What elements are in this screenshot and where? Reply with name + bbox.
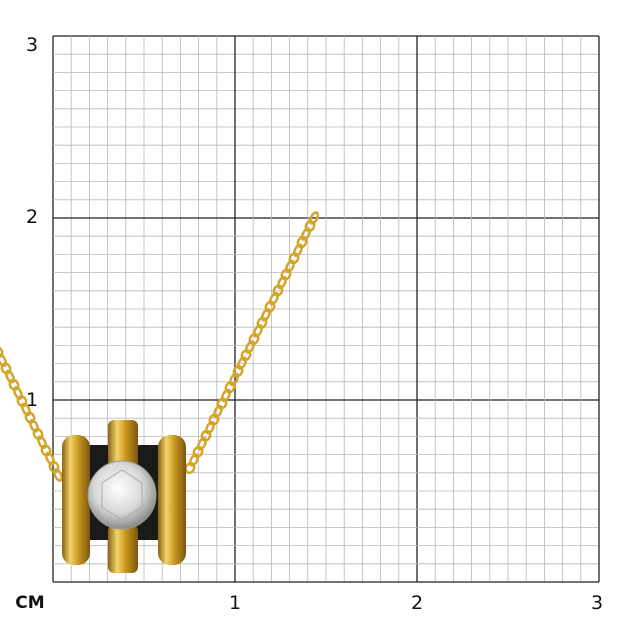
chain-link (196, 437, 208, 451)
pendant-bottom-bar (108, 525, 138, 573)
pendant-top-bar (108, 420, 138, 468)
chain-link (240, 349, 252, 362)
chain-link (292, 243, 304, 258)
y-tick-2: 2 (25, 206, 39, 228)
chain-link (40, 444, 52, 457)
chain-link (36, 435, 48, 450)
chain-right (184, 211, 320, 475)
chain-link (248, 332, 260, 346)
y-tick-1: 1 (25, 389, 39, 411)
chain-link (0, 362, 12, 375)
chain-link (272, 284, 284, 297)
diamond-stone (87, 460, 157, 530)
chain-link (284, 259, 296, 274)
chain-link (24, 411, 36, 424)
chain-link (244, 340, 256, 354)
chain-link (12, 386, 24, 400)
chain-link (200, 429, 212, 442)
chain-link (232, 365, 244, 378)
chain-link (188, 453, 200, 467)
chain-link (32, 427, 44, 441)
chain-link (308, 211, 320, 225)
unit-label: CM (15, 593, 45, 613)
chain-link (208, 413, 220, 426)
pendant-left-ring (62, 435, 90, 565)
chain-link (8, 378, 20, 391)
chain-link (280, 268, 292, 281)
chain-link (276, 275, 288, 290)
chain-link (44, 451, 56, 466)
chain-link (0, 353, 8, 368)
chain-link (256, 316, 268, 329)
chain-link (184, 461, 196, 475)
pendant (62, 420, 186, 573)
chain-link (252, 324, 264, 338)
chain-link (216, 397, 228, 410)
chain-link (288, 252, 300, 265)
chain-link (220, 388, 232, 403)
y-tick-3: 3 (25, 34, 39, 56)
chain-link (236, 356, 248, 370)
chain-link (260, 307, 272, 322)
pendant-right-ring (158, 435, 186, 565)
chain-link (204, 420, 216, 435)
chain-link (296, 236, 308, 249)
chain-link (28, 418, 40, 433)
chain-link (4, 369, 16, 384)
chain-link (52, 468, 64, 482)
x-tick-1: 1 (228, 592, 242, 614)
diamond-facet (101, 469, 143, 521)
chain-link (212, 404, 224, 419)
chain-link (0, 345, 4, 359)
chain-link (228, 372, 240, 387)
chain-left (0, 345, 64, 482)
chain-link (20, 402, 32, 417)
x-tick-3: 3 (590, 592, 604, 614)
x-tick-2: 2 (410, 592, 424, 614)
chain-link (48, 460, 60, 473)
chain-link (16, 395, 28, 408)
chain-link (224, 381, 236, 394)
chain-link (192, 445, 204, 458)
chain-link (304, 219, 316, 233)
chain-link (264, 300, 276, 313)
chain-link (300, 227, 312, 241)
chain-link (268, 291, 280, 306)
